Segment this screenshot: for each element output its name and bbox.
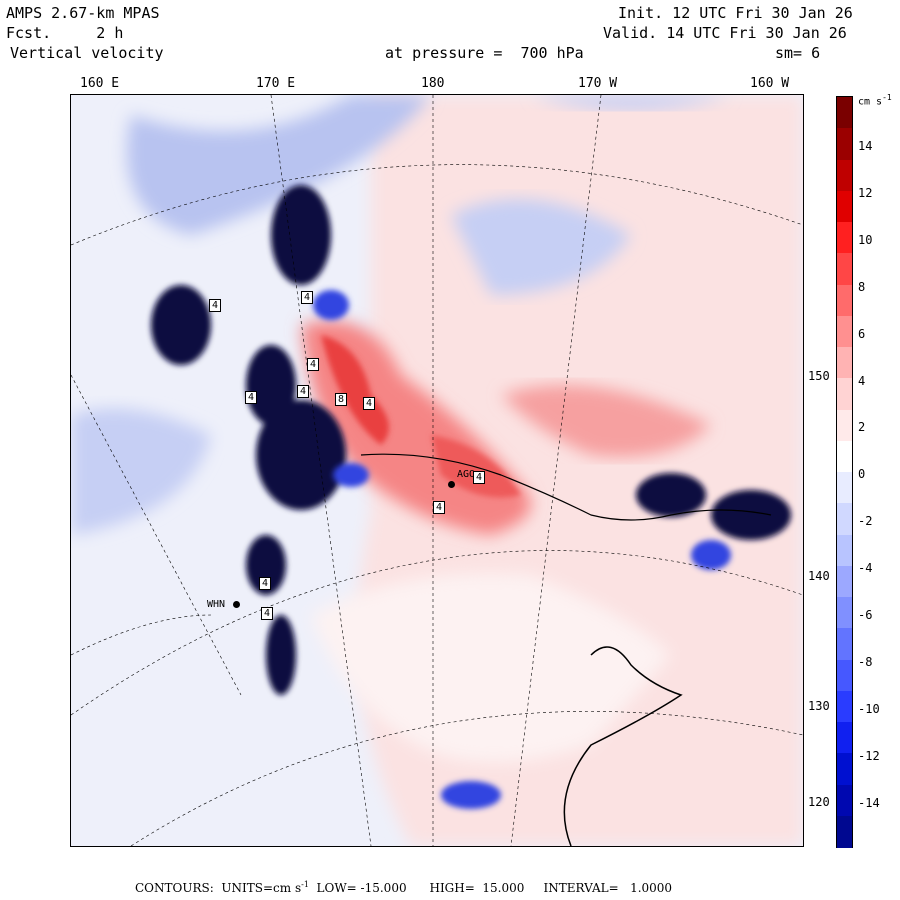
smoothing: sm= 6 (775, 44, 821, 62)
pressure-level: at pressure = 700 hPa (385, 44, 584, 62)
colorbar-tick-label: 6 (858, 326, 866, 341)
colorbar-swatch (837, 378, 852, 410)
station-label-ago: AGO (457, 469, 476, 480)
colorbar-swatch (837, 628, 852, 660)
contour-label: 8 (335, 393, 348, 406)
colorbar-swatch (837, 659, 852, 692)
contour-label: 4 (433, 501, 446, 514)
colorbar-tick-label: -2 (858, 514, 873, 529)
lon-label-180: 180 (421, 76, 445, 91)
colorbar-tick-label: 8 (858, 279, 866, 294)
field-name: Vertical velocity (10, 44, 164, 62)
lat-label-140w: 140 W (808, 569, 845, 583)
colorbar (836, 96, 853, 848)
colorbar-swatch (837, 159, 852, 192)
colorbar-swatch (837, 253, 852, 285)
colorbar-swatch (837, 690, 852, 723)
colorbar-swatch (837, 409, 852, 442)
colorbar-swatch (837, 784, 852, 817)
lat-label-150w: 150 W (808, 369, 845, 383)
colorbar-swatch (837, 190, 852, 223)
forecast-hour: Fcst. 2 h (6, 24, 124, 42)
contour-label: 4 (297, 385, 310, 398)
lat-label-130w: 130 W (808, 699, 845, 713)
colorbar-swatch (837, 815, 852, 848)
colorbar-swatch (837, 315, 852, 348)
contour-label: 4 (245, 391, 258, 404)
contour-label: 4 (473, 471, 486, 484)
vertical-velocity-field (71, 95, 803, 846)
lon-label-160w: 160 W (750, 76, 790, 91)
contour-label: 4 (209, 299, 222, 312)
colorbar-swatch (837, 565, 852, 598)
contour-info: CONTOURS: UNITS=cm s-1 LOW= -15.000 HIGH… (135, 880, 673, 895)
station-label-whn: WHN (207, 599, 226, 610)
colorbar-swatch (837, 222, 852, 254)
colorbar-units: cm s-1 (858, 93, 892, 108)
contour-label: 4 (259, 577, 272, 590)
colorbar-tick-label: 2 (858, 420, 866, 435)
colorbar-swatch (837, 503, 852, 535)
colorbar-tick-label: -12 (858, 748, 880, 763)
colorbar-tick-label: -6 (858, 608, 873, 622)
colorbar-tick-label: 10 (858, 232, 873, 247)
colorbar-swatch (837, 97, 852, 129)
colorbar-tick-label: -14 (858, 795, 880, 810)
contour-label: 4 (261, 607, 274, 620)
colorbar-tick-label: 0 (858, 467, 866, 482)
station-marker-ago (448, 481, 455, 488)
colorbar-swatch (837, 534, 852, 567)
contour-label: 4 (307, 358, 320, 371)
colorbar-swatch (837, 472, 852, 504)
valid-time: Valid. 14 UTC Fri 30 Jan 26 (603, 24, 847, 42)
colorbar-swatch (837, 284, 852, 317)
colorbar-swatch (837, 753, 852, 785)
colorbar-tick-label: -4 (858, 561, 873, 576)
colorbar-swatch (837, 440, 852, 473)
contour-label: 4 (301, 291, 314, 304)
lon-label-170e: 170 E (256, 76, 296, 91)
model-title: AMPS 2.67-km MPAS (6, 4, 160, 22)
station-marker-whn (233, 601, 240, 608)
colorbar-tick-label: -8 (858, 654, 873, 669)
colorbar-swatch (837, 597, 852, 629)
lon-label-170w: 170 W (578, 76, 618, 91)
init-time: Init. 12 UTC Fri 30 Jan 26 (618, 4, 853, 22)
colorbar-tick-label: 12 (858, 185, 873, 200)
colorbar-tick-label: 14 (858, 139, 873, 153)
contour-label: 4 (363, 397, 376, 410)
colorbar-tick-label: 4 (858, 373, 866, 388)
lat-label-120w: 120 W (808, 795, 845, 809)
colorbar-tick-label: -10 (858, 701, 880, 716)
colorbar-swatch (837, 347, 852, 379)
map-plot: WHN AGO 4 4 4 4 4 4 4 8 4 4 4 (70, 94, 804, 847)
lon-label-160e: 160 E (80, 76, 120, 91)
colorbar-swatch (837, 128, 852, 160)
colorbar-swatch (837, 722, 852, 754)
